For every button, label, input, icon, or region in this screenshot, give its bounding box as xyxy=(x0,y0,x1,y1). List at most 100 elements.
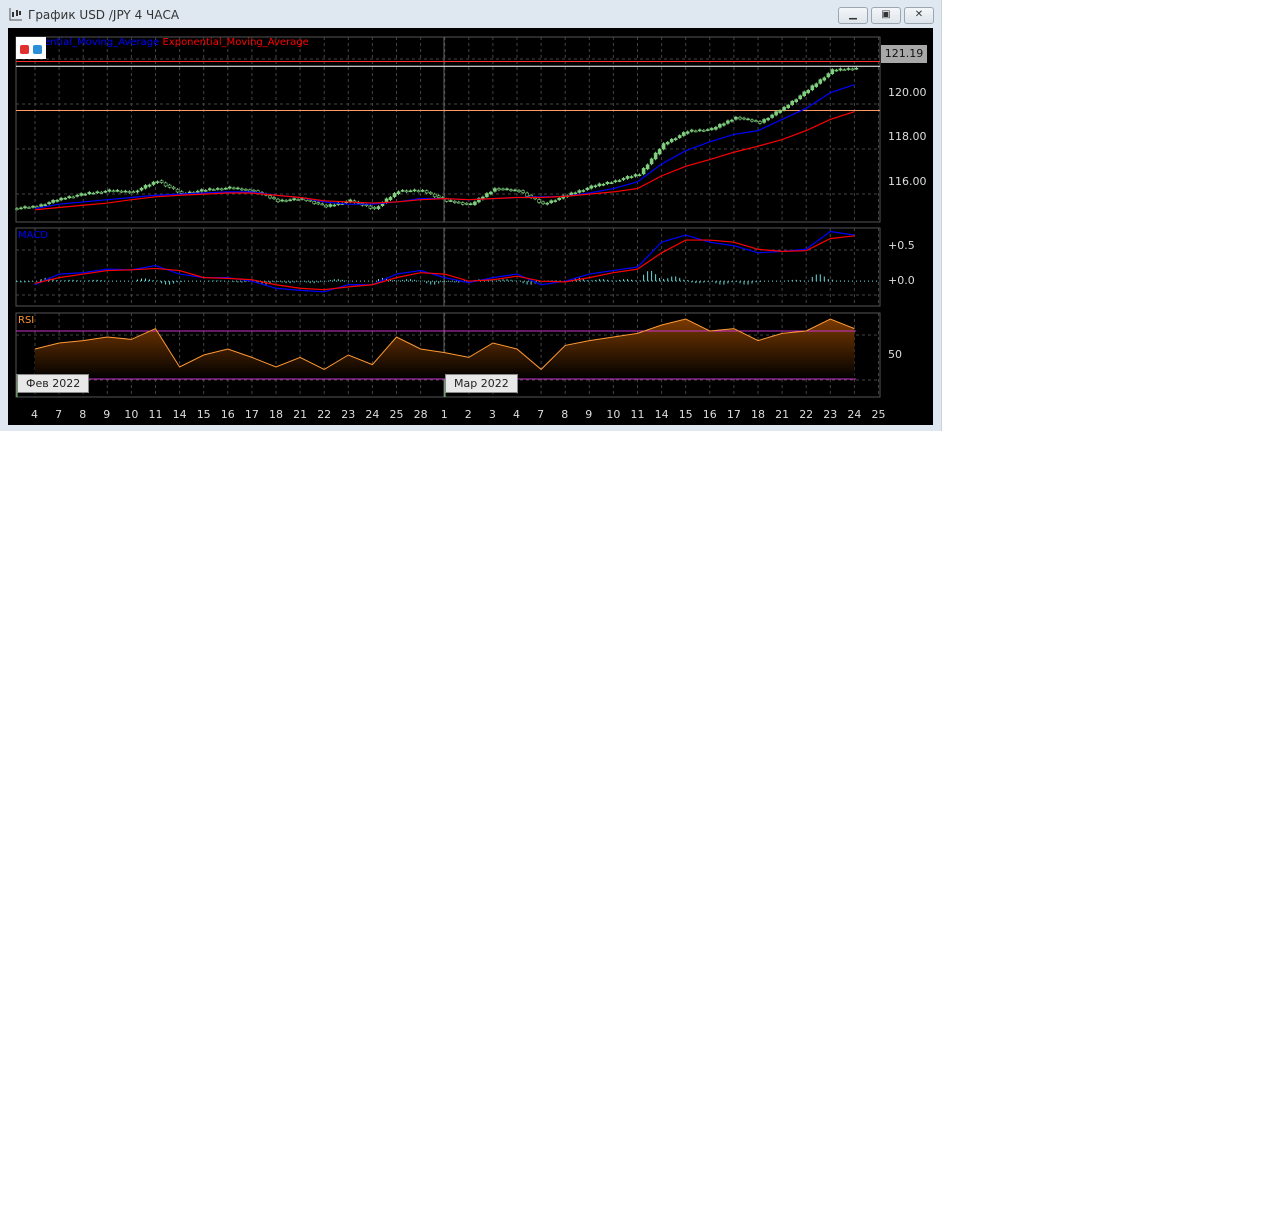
candle xyxy=(762,119,766,123)
candle xyxy=(649,158,654,165)
x-axis-label: 18 xyxy=(751,408,765,421)
rsi-panel-frame xyxy=(15,312,881,398)
candle xyxy=(428,192,433,194)
candle xyxy=(87,192,92,194)
candle xyxy=(175,189,180,193)
candle xyxy=(324,204,329,208)
candle xyxy=(810,85,815,91)
candle xyxy=(838,68,843,71)
x-axis-label: 23 xyxy=(341,408,356,421)
candle xyxy=(139,187,144,191)
candle xyxy=(794,99,799,103)
candle xyxy=(701,129,706,132)
x-axis-label: 28 xyxy=(413,408,428,421)
candle xyxy=(396,191,401,195)
window-title: График USD /JPY 4 ЧАСА xyxy=(28,8,180,22)
candle xyxy=(573,192,578,195)
candle xyxy=(316,202,321,205)
candle xyxy=(51,200,55,203)
candle xyxy=(645,164,650,170)
candle xyxy=(248,189,252,192)
candle xyxy=(766,118,770,121)
candle xyxy=(718,124,722,128)
candle xyxy=(416,190,421,193)
candle xyxy=(826,73,831,78)
candle xyxy=(107,189,112,192)
x-axis-label: 22 xyxy=(317,408,332,421)
candle xyxy=(67,196,71,199)
candle xyxy=(665,142,670,145)
candle xyxy=(577,190,582,193)
x-axis-label: 8 xyxy=(561,408,569,421)
candle xyxy=(589,185,594,189)
candle xyxy=(79,193,83,196)
candle xyxy=(742,117,746,120)
close-button[interactable]: ✕ xyxy=(904,7,934,24)
candle xyxy=(224,187,228,190)
candle xyxy=(541,201,545,205)
candle xyxy=(376,206,381,209)
ema-legend: Exponential_Moving_Average xyxy=(162,37,309,48)
x-axis-label: 21 xyxy=(775,408,790,421)
candle xyxy=(822,77,827,81)
x-axis-label: 16 xyxy=(220,408,235,421)
month-label-feb: Фев 2022 xyxy=(17,374,90,393)
restore-button[interactable]: ▣ xyxy=(871,7,901,24)
x-axis-label: 8 xyxy=(79,408,87,421)
candle xyxy=(272,197,276,200)
candle xyxy=(15,208,19,210)
chart-svg[interactable] xyxy=(0,0,941,431)
last-price-tag: 121.19 xyxy=(881,45,927,63)
candle xyxy=(677,135,682,138)
candle xyxy=(420,190,425,192)
candle xyxy=(119,190,124,193)
candle xyxy=(601,183,606,186)
blue-square-button[interactable] xyxy=(33,45,42,54)
x-axis-label: 1 xyxy=(440,408,448,421)
candle xyxy=(485,193,489,197)
candle xyxy=(477,198,481,203)
price-axis-label: 116.00 xyxy=(888,174,927,188)
candle xyxy=(525,192,529,197)
x-axis-label: 7 xyxy=(537,408,545,421)
candle xyxy=(216,188,220,190)
candle xyxy=(750,119,754,122)
minimize-button[interactable]: ▁ xyxy=(838,7,868,24)
x-axis-label: 23 xyxy=(823,408,838,421)
candle xyxy=(167,184,172,188)
candle xyxy=(513,189,517,192)
candle xyxy=(456,201,461,204)
candle xyxy=(685,131,690,134)
candle xyxy=(854,67,859,70)
candle xyxy=(328,204,333,207)
candle xyxy=(131,191,136,194)
candle xyxy=(549,200,554,203)
candle xyxy=(228,186,232,189)
candle xyxy=(738,116,742,120)
x-axis-label: 4 xyxy=(513,408,520,421)
candle xyxy=(846,68,851,70)
title-bar[interactable]: График USD /JPY 4 ЧАСА ▁ ▣ ✕ xyxy=(0,0,941,28)
candle xyxy=(468,203,473,206)
candle xyxy=(673,138,678,141)
candle xyxy=(661,143,666,150)
candle xyxy=(284,200,288,202)
candle xyxy=(195,190,200,193)
candle xyxy=(23,206,27,209)
candle xyxy=(681,132,686,136)
candle xyxy=(581,190,586,192)
candle xyxy=(697,129,702,132)
candle xyxy=(545,202,550,205)
candle xyxy=(617,180,622,182)
candle xyxy=(39,204,43,207)
candle xyxy=(517,190,521,192)
ema-line xyxy=(34,111,855,211)
candle xyxy=(746,118,750,121)
red-square-button[interactable] xyxy=(20,45,29,54)
candle xyxy=(714,126,718,130)
candle xyxy=(103,190,108,193)
candle xyxy=(842,69,847,71)
candle xyxy=(770,114,774,118)
candle xyxy=(693,130,698,133)
candle xyxy=(19,207,23,210)
